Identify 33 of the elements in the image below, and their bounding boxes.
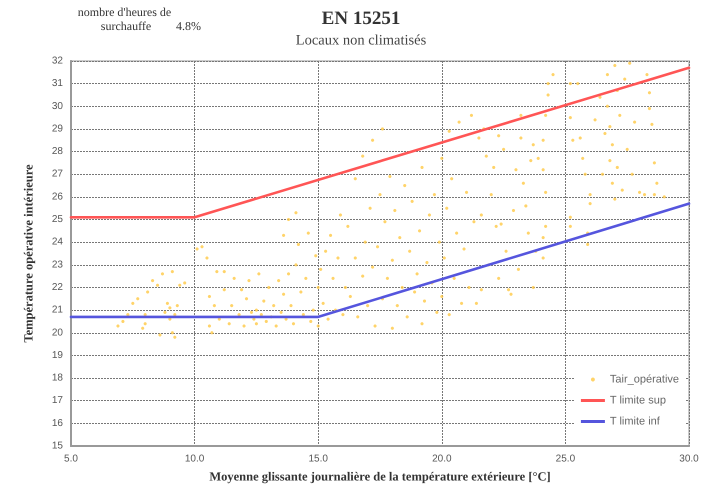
y-axis-title: Température opérative intérieure — [22, 164, 36, 343]
y-tick-label: 30 — [52, 100, 64, 112]
y-tick-label: 26 — [52, 191, 64, 202]
x-tick-label: 15.0 — [308, 454, 328, 464]
legend-label: T limite sup — [610, 394, 666, 406]
x-tick-label: 5.0 — [64, 454, 78, 464]
y-tick-label: 24 — [52, 236, 64, 248]
y-tick-label: 21 — [52, 304, 64, 316]
chart-subtitle: Locaux non climatisés — [296, 32, 427, 48]
y-tick-label: 18 — [52, 372, 64, 384]
x-tick-label: 10.0 — [184, 454, 205, 464]
y-tick-label: 32 — [52, 56, 64, 66]
y-tick-label: 20 — [52, 327, 64, 338]
x-axis-title: Moyenne glissante journalière de la température extérieure [°C] — [209, 470, 551, 484]
chart-title: EN 15251 — [322, 8, 400, 29]
legend-label: T limite inf — [610, 416, 661, 428]
x-tick-label: 30.0 — [679, 454, 700, 464]
y-tick-label: 17 — [52, 395, 64, 406]
y-tick-label: 16 — [52, 418, 64, 429]
text: nombre d'heures de surchauffe — [78, 5, 174, 33]
x-tick-label: 25.0 — [556, 454, 576, 464]
y-tick-label: 22 — [52, 282, 64, 293]
y-tick-label: 27 — [52, 168, 64, 180]
y-tick-label: 19 — [52, 350, 64, 361]
y-tick-label: 15 — [52, 440, 64, 452]
y-tick-label: 31 — [52, 78, 64, 90]
y-tick-label: 29 — [52, 123, 64, 134]
legend-label: Tair_opérative — [610, 374, 679, 386]
text: 4.8% — [176, 19, 201, 33]
x-tick-label: 20.0 — [432, 454, 452, 464]
y-tick-label: 28 — [52, 146, 64, 158]
y-tick-label: 25 — [52, 214, 64, 226]
y-tick-label: 23 — [52, 259, 64, 270]
